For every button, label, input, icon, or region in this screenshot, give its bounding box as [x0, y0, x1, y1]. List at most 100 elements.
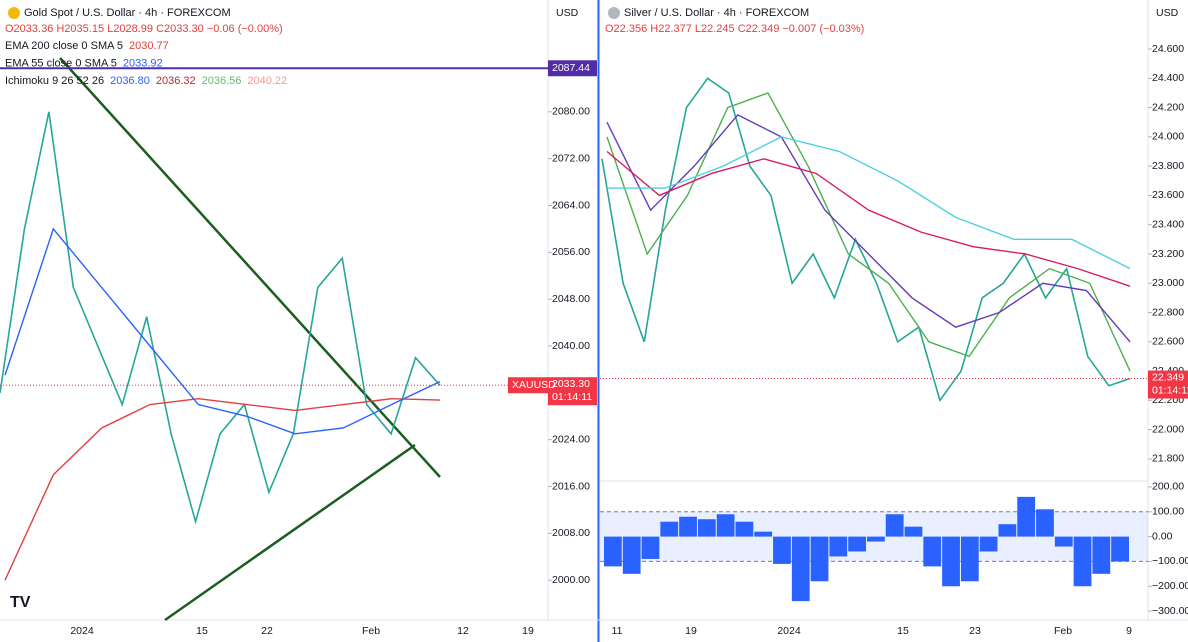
histogram-bar	[979, 536, 998, 552]
histogram-bar	[942, 536, 960, 587]
x-tick-label: 19	[685, 625, 697, 637]
symbol-icon	[608, 7, 620, 19]
price-line	[606, 114, 1131, 343]
ohlc: O22.356 H22.377 L22.245 C22.349 −0.007 (…	[605, 23, 864, 35]
histogram-bar	[829, 536, 848, 557]
trendline	[164, 443, 416, 622]
histogram-bar	[848, 536, 866, 552]
indicator-name[interactable]: Ichimoku 9 26 52 26	[5, 75, 104, 87]
y-tick-label: 2072.00	[552, 152, 590, 164]
y-tick-label: 23.000	[1152, 277, 1184, 289]
y-tick-label: −200.00	[1152, 580, 1188, 592]
y-tick-label: 22.600	[1152, 336, 1184, 348]
y-tick-label: 2040.00	[552, 340, 590, 352]
histogram-bar	[904, 526, 923, 537]
x-tick-label: 22	[261, 625, 273, 637]
y-tick-label: 2080.00	[552, 106, 590, 118]
last-price: 22.349	[1152, 371, 1184, 383]
x-tick-label: 2024	[777, 625, 801, 637]
y-tick-label: 24.000	[1152, 131, 1184, 143]
histogram-bar	[1017, 496, 1036, 537]
y-tick-label: 2008.00	[552, 527, 590, 539]
y-tick-label: 2056.00	[552, 246, 590, 258]
indicator-value: 2040.22	[247, 75, 287, 87]
symbol-icon	[8, 7, 20, 19]
countdown: 01:14:11	[552, 391, 592, 403]
y-tick-label: 24.600	[1152, 43, 1184, 55]
price-line	[607, 136, 1131, 270]
y-tick-label: 24.400	[1152, 72, 1184, 84]
price-line	[0, 111, 441, 525]
x-tick-label: 9	[1126, 625, 1132, 637]
y-tick-label: 23.400	[1152, 218, 1184, 230]
histogram-bar	[679, 516, 697, 537]
x-tick-label: 15	[196, 625, 208, 637]
histogram-bar	[1092, 536, 1111, 574]
histogram-bar	[660, 521, 679, 537]
histogram-bar	[998, 524, 1017, 537]
histogram-bar	[1073, 536, 1092, 587]
price-line	[4, 227, 441, 435]
histogram-bar	[923, 536, 942, 567]
y-tick-label: 2024.00	[552, 433, 590, 445]
y-tick-label: 100.00	[1152, 506, 1184, 518]
y-tick-label: 200.00	[1152, 481, 1184, 493]
y-tick-label: 23.800	[1152, 160, 1184, 172]
y-tick-label: 2064.00	[552, 199, 590, 211]
trendline	[59, 57, 441, 478]
indicator-value: 2030.77	[129, 40, 169, 52]
y-tick-label: 22.800	[1152, 306, 1184, 318]
last-price-badge	[1148, 370, 1188, 399]
last-price: 2033.30	[552, 378, 590, 390]
price-line	[601, 77, 1131, 403]
symbol-badge	[508, 377, 548, 394]
price-badge-label: 2087.44	[552, 62, 590, 74]
y-tick-label: 23.600	[1152, 189, 1184, 201]
histogram-bar	[1036, 509, 1054, 537]
x-tick-label: 12	[457, 625, 469, 637]
countdown: 01:14:11	[1152, 384, 1188, 396]
histogram-bar	[641, 536, 660, 559]
histogram-bar	[885, 514, 904, 537]
y-tick-label: 2048.00	[552, 293, 590, 305]
histogram-bar	[867, 536, 885, 542]
histogram-bar	[773, 536, 791, 564]
last-price-badge	[548, 377, 597, 406]
indicator-name[interactable]: EMA 55 close 0 SMA 5	[5, 57, 117, 69]
price-line	[4, 397, 441, 581]
ohlc: O2033.36 H2035.15 L2028.99 C2033.30 −0.0…	[5, 23, 283, 35]
y-tick-label: 0.00	[1152, 530, 1173, 542]
indicator-name[interactable]: EMA 200 close 0 SMA 5	[5, 40, 123, 52]
y-tick-label: 21.800	[1152, 453, 1184, 465]
x-tick-label: 15	[897, 625, 909, 637]
price-badge	[548, 60, 597, 77]
currency[interactable]: USD	[1156, 7, 1179, 19]
histogram-bar	[697, 519, 716, 537]
symbol-badge-label: XAUUSD	[512, 379, 556, 391]
histogram-bar	[960, 536, 979, 582]
histogram-bar	[716, 514, 735, 537]
y-tick-label: 23.200	[1152, 248, 1184, 260]
logo: TV	[10, 594, 31, 611]
histogram-bar	[1111, 536, 1129, 562]
histogram-bar	[754, 531, 773, 537]
histogram-bar	[622, 536, 641, 574]
gold-title: Gold Spot / U.S. Dollar · 4h · FOREXCOM	[24, 7, 231, 19]
indicator-value: 2036.56	[202, 75, 242, 87]
x-tick-label: 23	[969, 625, 981, 637]
y-tick-label: 2000.00	[552, 574, 590, 586]
y-tick-label: 22.000	[1152, 423, 1184, 435]
histogram-bar	[791, 536, 810, 602]
price-line	[606, 150, 1131, 287]
y-tick-label: 2016.00	[552, 480, 590, 492]
x-tick-label: Feb	[362, 625, 380, 637]
histogram-bar	[604, 536, 622, 567]
indicator-value: 2033.92	[123, 57, 163, 69]
histogram-bar	[735, 521, 754, 537]
y-tick-label: 24.200	[1152, 101, 1184, 113]
y-tick-label: −100.00	[1152, 555, 1188, 567]
y-tick-label: −300.00	[1152, 605, 1188, 617]
x-tick-label: 19	[522, 625, 534, 637]
currency[interactable]: USD	[556, 7, 579, 19]
